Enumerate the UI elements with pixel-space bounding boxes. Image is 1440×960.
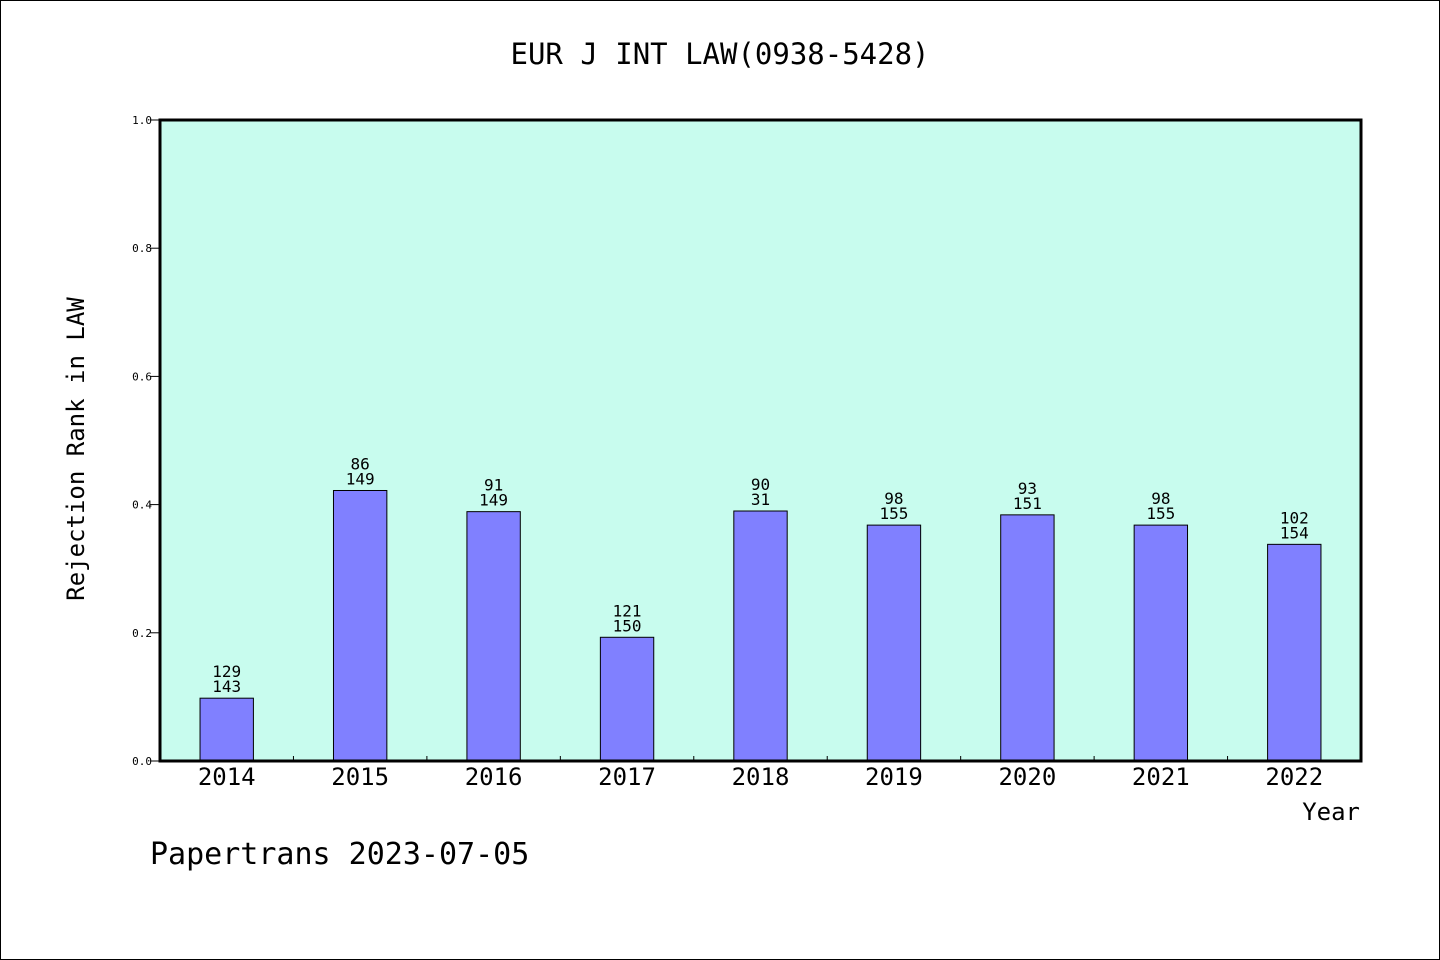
y-tick-label: 0.0 [132,755,152,768]
bars [199,489,1322,762]
y-tick-label: 0.2 [132,627,152,640]
y-tick-label: 0.4 [132,499,152,512]
y-tick-label: 0.8 [132,242,152,255]
x-tick-label: 2016 [465,763,523,791]
data-label-top: 91 [484,476,503,495]
bar-2016 [466,511,521,762]
data-label-bottom: 150 [613,616,642,635]
y-tick-label: 0.6 [132,370,152,383]
y-tick-label: 1.0 [132,114,152,127]
data-label-top: 121 [613,601,642,620]
chart-title: EUR J INT LAW(0938-5428) [510,37,929,71]
data-label-bottom: 143 [212,677,241,696]
x-tick-label: 2021 [1132,763,1190,791]
footer-credit: Papertrans 2023-07-05 [150,837,529,872]
data-label-bottom: 151 [1013,494,1042,513]
x-tick-label: 2017 [598,763,656,791]
bar-2017 [599,636,655,762]
x-tick-label: 2015 [331,763,389,791]
bar-2021 [1133,524,1189,762]
data-label-bottom: 31 [751,490,770,509]
data-label-top: 93 [1018,479,1037,498]
data-label-bottom: 149 [479,491,508,510]
x-tick-label: 2020 [998,763,1056,791]
bar-2022 [1267,543,1322,762]
data-label-top: 90 [751,475,770,494]
bar-2014 [199,697,254,762]
bar-2015 [332,489,388,762]
x-tick-label: 2014 [198,763,256,791]
data-label-top: 129 [212,662,241,681]
x-tick-label: 2018 [732,763,790,791]
bar-2020 [1000,514,1055,762]
data-label-top: 86 [351,454,370,473]
x-axis-label: Year [1302,798,1360,826]
data-label-bottom: 155 [879,504,908,523]
data-label-bottom: 154 [1280,523,1309,542]
x-tick-label: 2019 [865,763,923,791]
data-label-bottom: 155 [1146,504,1175,523]
y-axis-label: Rejection Rank in LAW [62,297,90,601]
data-label-bottom: 149 [346,469,375,488]
x-tick-label: 2022 [1265,763,1323,791]
bar-2018 [733,510,788,762]
axis-ticks: 0.0 0.2 0.4 0.6 0.8 1.0 [132,114,1229,768]
data-labels: 2014129143201586149201691149201712115020… [198,454,1323,791]
data-label-top: 102 [1280,508,1309,527]
data-label-top: 98 [1151,489,1170,508]
data-label-top: 98 [884,489,903,508]
bar-2019 [866,524,922,762]
plot-border [158,118,1363,763]
